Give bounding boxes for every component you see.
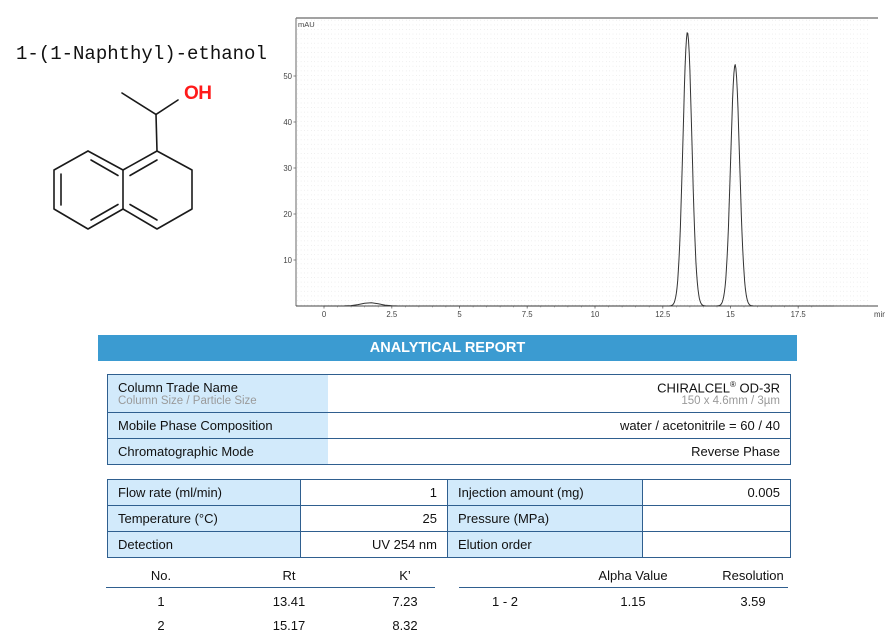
svg-text:15: 15: [726, 310, 735, 319]
svg-text:12.5: 12.5: [655, 310, 671, 319]
svg-text:7.5: 7.5: [522, 310, 534, 319]
svg-text:30: 30: [283, 164, 292, 173]
svg-text:10: 10: [283, 256, 292, 265]
svg-text:5: 5: [457, 310, 462, 319]
svg-text:10: 10: [591, 310, 600, 319]
svg-text:min: min: [874, 310, 885, 319]
svg-text:20: 20: [283, 210, 292, 219]
svg-text:0: 0: [322, 310, 327, 319]
svg-text:2.5: 2.5: [386, 310, 398, 319]
svg-text:mAU: mAU: [298, 20, 315, 29]
svg-text:50: 50: [283, 72, 292, 81]
svg-text:17.5: 17.5: [791, 310, 807, 319]
svg-text:40: 40: [283, 118, 292, 127]
